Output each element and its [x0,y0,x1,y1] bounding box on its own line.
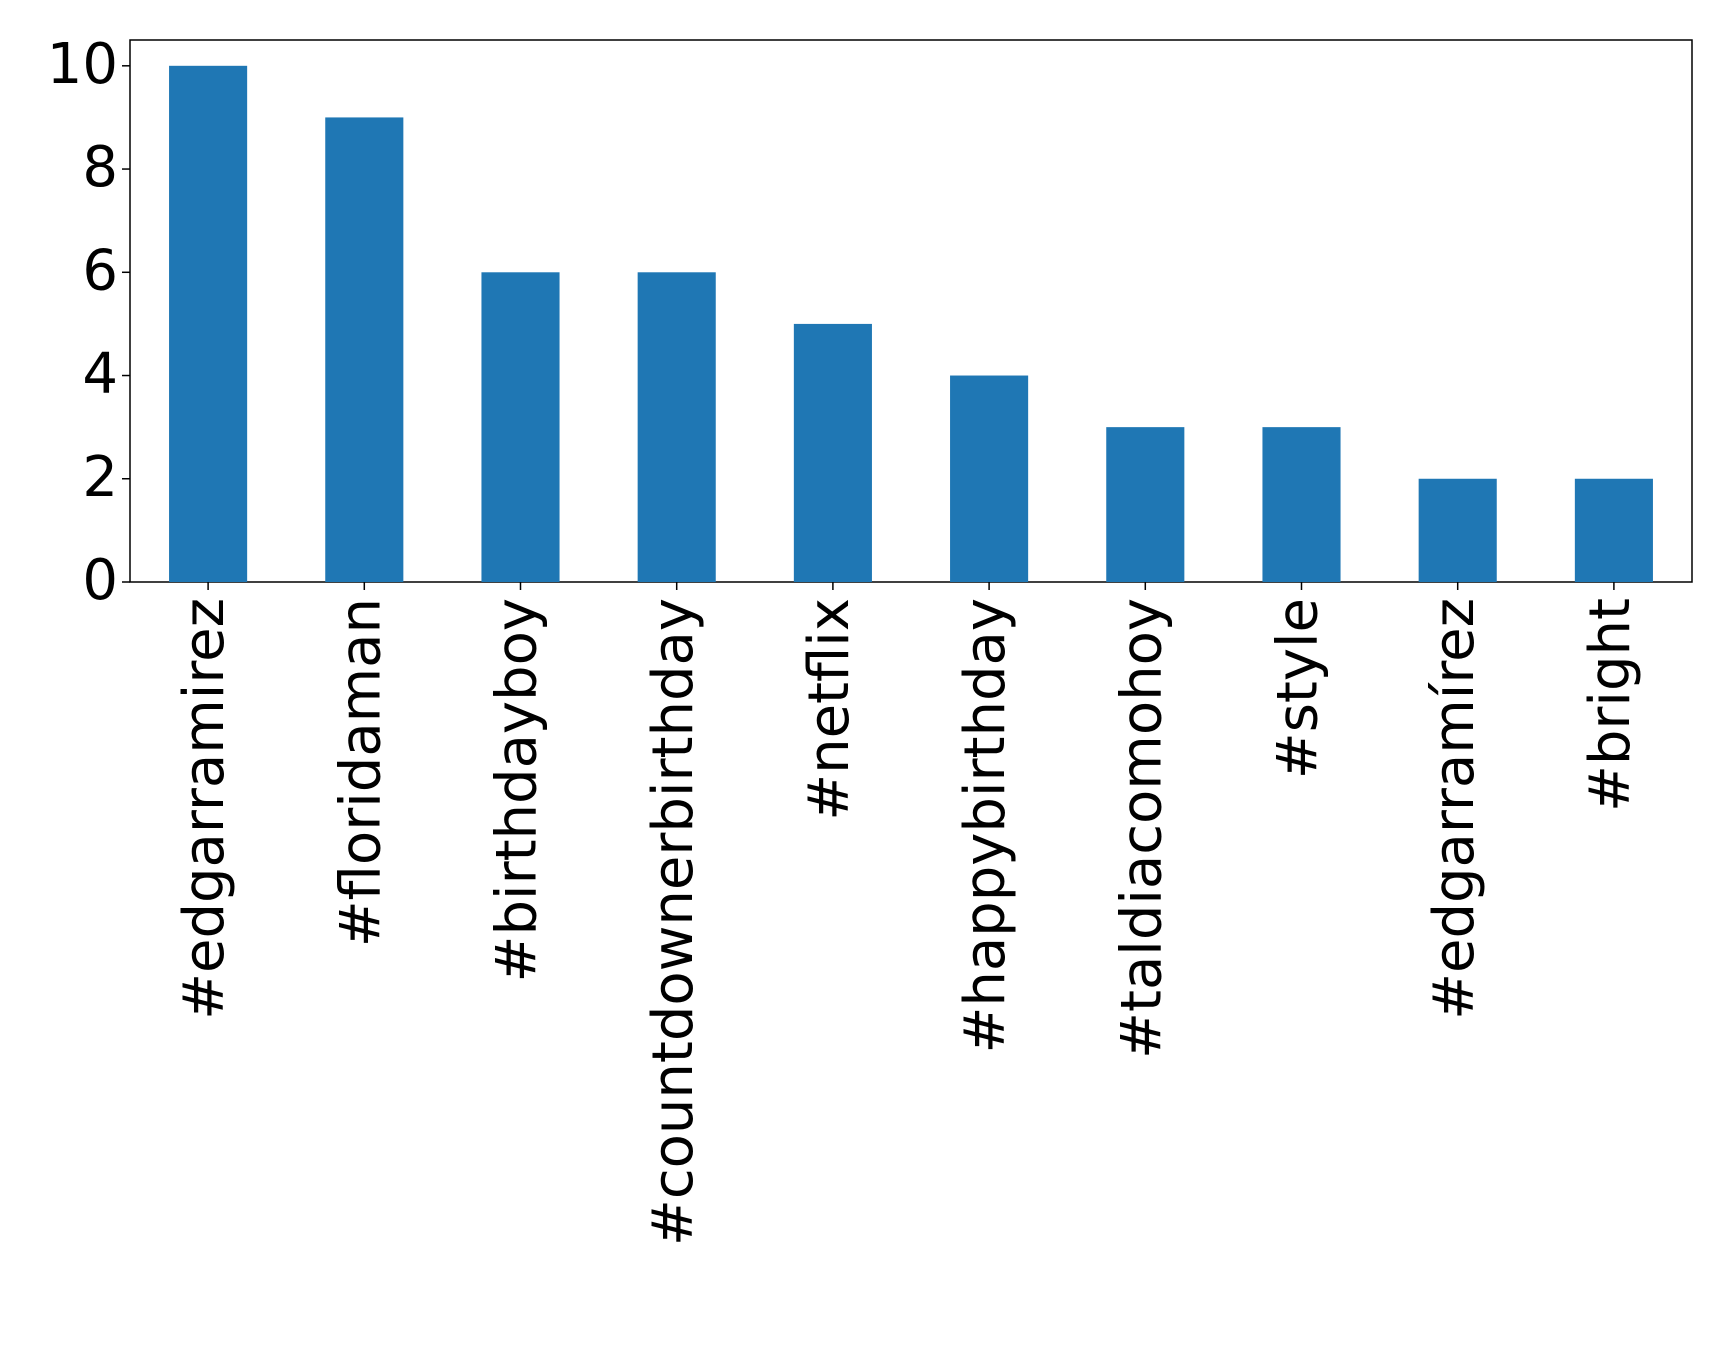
y-tick-label: 10 [47,32,118,97]
bar [481,272,560,582]
bar [325,117,404,582]
y-tick-label: 2 [82,445,118,510]
bar [1262,427,1341,582]
bar [637,272,716,582]
bar [950,375,1029,582]
bar [1574,478,1653,582]
y-tick-label: 0 [82,548,118,613]
bar [169,65,248,583]
bar [1106,427,1185,582]
x-tick-label: #netflix [797,598,862,821]
x-tick-label: #taldiacomohoy [1109,598,1174,1059]
y-tick-label: 6 [82,238,118,303]
x-tick-label: #floridaman [328,598,393,947]
bar [1418,478,1497,582]
x-tick-label: #edgarramírez [1422,598,1487,1020]
x-tick-label: #bright [1578,598,1643,812]
x-tick-label: #edgarramirez [172,598,237,1020]
y-tick-label: 4 [82,342,118,407]
x-tick-label: #happybirthday [953,598,1018,1054]
x-tick-label: #countdownerbirthday [641,598,706,1246]
x-tick-label: #birthdayboy [485,598,550,982]
bar [793,323,872,582]
plot-frame [129,39,1693,583]
y-tick-label: 8 [82,135,118,200]
x-tick-label: #style [1266,598,1331,779]
